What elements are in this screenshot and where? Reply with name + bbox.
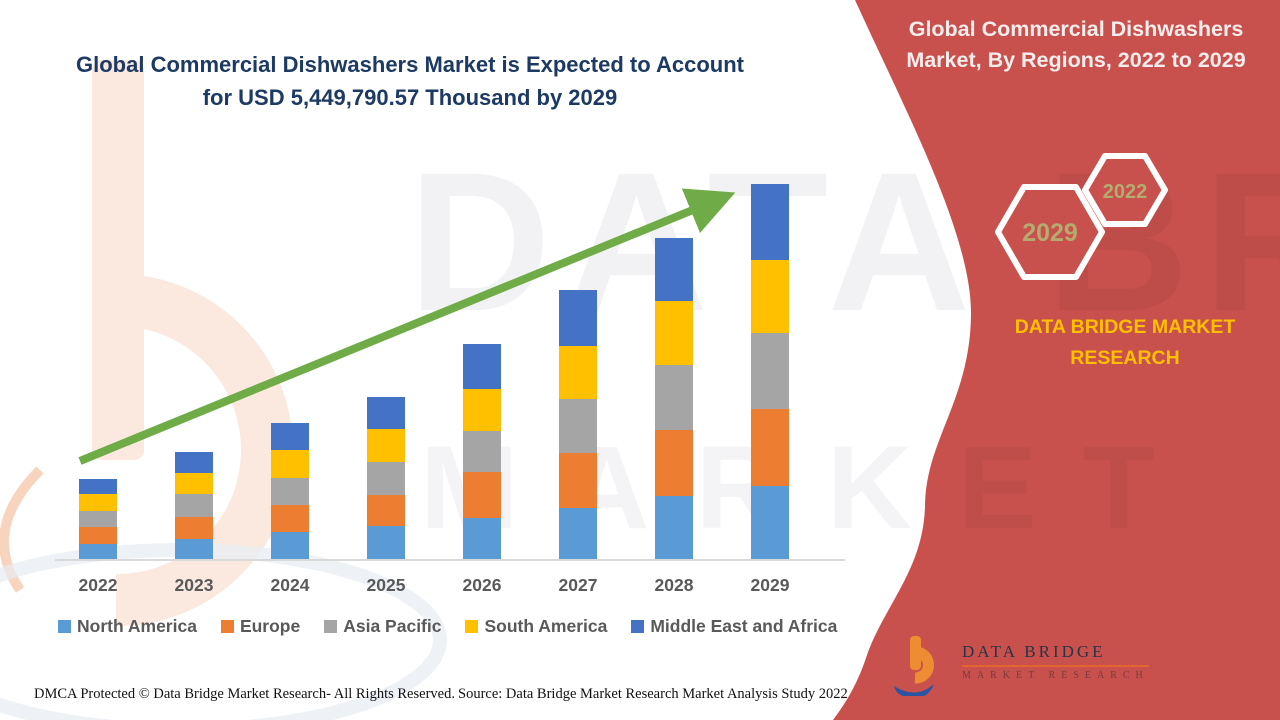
- brand-text-line1: DATA BRIDGE MARKET: [1014, 316, 1236, 338]
- legend-label: Middle East and Africa: [650, 616, 838, 636]
- bar-segment-2025: [367, 462, 405, 495]
- x-axis-label-2022: 2022: [78, 575, 118, 595]
- bar-segment-2022: [79, 479, 117, 494]
- legend-label: South America: [484, 616, 608, 636]
- hexagon-2022-label: 2022: [1103, 181, 1148, 203]
- legend-label: Asia Pacific: [343, 616, 442, 636]
- hexagon-2022: [1082, 153, 1168, 227]
- bar-segment-2029: [751, 409, 789, 486]
- bar-segment-2026: [463, 472, 501, 518]
- bar-segment-2029: [751, 486, 789, 559]
- legend-label: Europe: [239, 616, 301, 636]
- bar-segment-2024: [271, 450, 309, 478]
- bar-segment-2024: [271, 423, 309, 450]
- bar-segment-2022: [79, 494, 117, 511]
- side-panel-title: Global Commercial Dishwashers Market, By…: [878, 14, 1274, 76]
- bar-2022: [79, 479, 117, 559]
- hexagon-2029-label: 2029: [1022, 219, 1078, 247]
- bar-2024: [271, 423, 309, 559]
- bar-segment-2025: [367, 429, 405, 462]
- bar-2023: [175, 452, 213, 559]
- bar-2028: [655, 238, 693, 559]
- logo-name-text: DATA BRIDGE: [962, 642, 1149, 667]
- x-axis-label-2029: 2029: [750, 575, 790, 595]
- side-panel-title-line1: Global Commercial Dishwashers: [908, 17, 1244, 41]
- bar-2027: [559, 290, 597, 559]
- bar-segment-2027: [559, 508, 597, 559]
- bar-segment-2022: [79, 511, 117, 527]
- bar-segment-2028: [655, 301, 693, 365]
- bar-segment-2028: [655, 496, 693, 559]
- bar-segment-2029: [751, 260, 789, 333]
- x-axis-label-2027: 2027: [558, 575, 598, 595]
- dmca-notice: DMCA Protected © Data Bridge Market Rese…: [34, 686, 455, 702]
- brand-text: DATA BRIDGE MARKET RESEARCH: [955, 312, 1280, 374]
- legend-swatch-icon: [631, 620, 645, 633]
- bar-segment-2024: [271, 478, 309, 505]
- bar-2026: [463, 344, 501, 559]
- bar-segment-2025: [367, 526, 405, 559]
- legend-item: Middle East and Africa: [631, 616, 837, 637]
- bar-segment-2026: [463, 431, 501, 472]
- brand-text-line2: RESEARCH: [1070, 347, 1180, 369]
- legend-item: Asia Pacific: [324, 616, 441, 637]
- bar-segment-2024: [271, 532, 309, 559]
- x-axis-label-2025: 2025: [366, 575, 406, 595]
- bar-segment-2025: [367, 397, 405, 429]
- bar-segment-2022: [79, 544, 117, 559]
- bar-segment-2027: [559, 453, 597, 508]
- bar-segment-2025: [367, 495, 405, 526]
- bar-segment-2023: [175, 517, 213, 539]
- legend-item: Europe: [220, 616, 301, 637]
- x-axis-labels: 2022 2023 2024 2025 2026 2027 2028 2029: [50, 575, 818, 596]
- page-title-line2: for USD 5,449,790.57 Thousand by 2029: [202, 85, 618, 110]
- bar-segment-2026: [463, 518, 501, 559]
- logo-sub-text: MARKET RESEARCH: [962, 670, 1149, 681]
- bar-segment-2026: [463, 344, 501, 389]
- bar-segment-2027: [559, 290, 597, 346]
- page-title-line1: Global Commercial Dishwashers Market is …: [76, 52, 744, 77]
- legend-item: South America: [465, 616, 607, 637]
- x-axis-label-2028: 2028: [654, 575, 694, 595]
- bar-segment-2028: [655, 430, 693, 496]
- legend-swatch-icon: [324, 620, 338, 633]
- bar-segment-2023: [175, 539, 213, 559]
- legend-item: North America: [58, 616, 197, 637]
- x-axis-line: [55, 559, 845, 561]
- bar-segment-2026: [463, 389, 501, 431]
- data-bridge-b-icon: [894, 636, 934, 696]
- source-note: Source: Data Bridge Market Research Mark…: [458, 686, 848, 702]
- x-axis-label-2023: 2023: [174, 575, 214, 595]
- bar-2025: [367, 397, 405, 559]
- bar-segment-2023: [175, 494, 213, 517]
- bar-segment-2029: [751, 184, 789, 260]
- bar-segment-2027: [559, 399, 597, 453]
- x-axis-label-2026: 2026: [462, 575, 502, 595]
- legend-swatch-icon: [465, 620, 479, 633]
- x-axis-label-2024: 2024: [270, 575, 310, 595]
- bar-segment-2028: [655, 238, 693, 301]
- legend-swatch-icon: [58, 620, 71, 633]
- bars: [79, 184, 789, 559]
- page-title: Global Commercial Dishwashers Market is …: [0, 48, 820, 114]
- bar-segment-2028: [655, 365, 693, 430]
- hexagon-2029: [995, 184, 1105, 280]
- bar-segment-2029: [751, 333, 789, 409]
- chart-legend: North America Europe Asia Pacific South Ame…: [58, 616, 837, 637]
- data-bridge-logo: DATA BRIDGE MARKET RESEARCH: [890, 634, 1149, 696]
- bar-2029: [751, 184, 789, 559]
- bar-segment-2023: [175, 473, 213, 494]
- bar-segment-2027: [559, 346, 597, 399]
- bar-segment-2024: [271, 505, 309, 532]
- bar-segment-2023: [175, 452, 213, 473]
- side-panel-title-line2: Market, By Regions, 2022 to 2029: [906, 48, 1246, 72]
- legend-swatch-icon: [220, 620, 234, 633]
- legend-label: North America: [77, 616, 197, 636]
- bar-segment-2022: [79, 527, 117, 544]
